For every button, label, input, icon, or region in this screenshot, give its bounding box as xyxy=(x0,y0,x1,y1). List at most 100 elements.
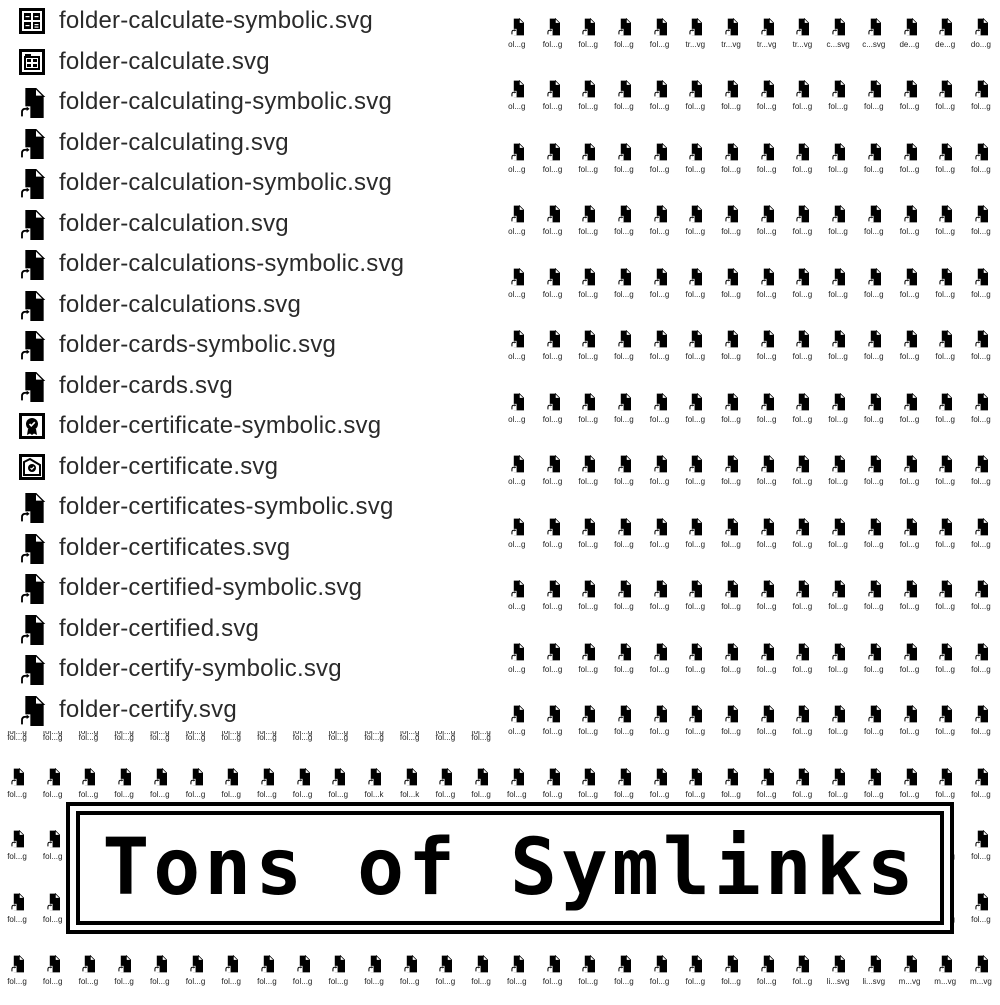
grid-file-item[interactable]: fol...g xyxy=(536,267,570,318)
file-list-item[interactable]: folder-certify.svg xyxy=(0,691,500,731)
grid-file-item[interactable]: fol...g xyxy=(536,392,570,443)
grid-file-item[interactable]: ol...g xyxy=(500,642,534,693)
grid-file-item[interactable]: fol...g xyxy=(821,767,855,818)
grid-file-item[interactable]: fol...g xyxy=(928,79,962,130)
grid-file-item[interactable]: fol...g xyxy=(964,767,998,818)
grid-file-item[interactable]: fol...g xyxy=(750,579,784,630)
file-list-item[interactable]: folder-calculation-symbolic.svg xyxy=(0,164,500,204)
grid-file-item[interactable]: fol...g xyxy=(536,17,570,68)
grid-file-item[interactable]: fol...g xyxy=(785,454,819,505)
grid-file-item[interactable]: fol...g xyxy=(607,704,641,755)
grid-file-item[interactable]: fol...g xyxy=(678,267,712,318)
grid-file-item[interactable]: ol...g xyxy=(500,267,534,318)
grid-file-item[interactable]: fol...g xyxy=(785,79,819,130)
grid-file-item[interactable]: ol...g xyxy=(500,579,534,630)
grid-file-item[interactable]: fol...g xyxy=(143,954,177,1005)
grid-file-item[interactable]: fol...g xyxy=(107,954,141,1005)
grid-file-item[interactable]: fol...g xyxy=(821,642,855,693)
grid-file-item[interactable]: fol...g xyxy=(643,142,677,193)
grid-file-item[interactable]: fol...g xyxy=(821,579,855,630)
grid-file-item[interactable]: fol...g xyxy=(286,954,320,1005)
grid-file-item[interactable]: fol...g xyxy=(214,954,248,1005)
grid-file-item[interactable]: fol...g xyxy=(500,767,534,818)
grid-file-item[interactable]: fol...g xyxy=(571,954,605,1005)
grid-file-item[interactable]: fol...g xyxy=(0,892,34,943)
grid-file-item[interactable]: fol...g xyxy=(857,642,891,693)
grid-file-item[interactable]: fol...g xyxy=(964,517,998,568)
grid-file-item[interactable]: fol...g xyxy=(785,579,819,630)
grid-file-item[interactable]: fol...g xyxy=(643,329,677,380)
grid-file-item[interactable]: fol...g xyxy=(857,329,891,380)
grid-file-item[interactable]: fol...g xyxy=(821,267,855,318)
grid-file-item[interactable]: fol...g xyxy=(893,79,927,130)
grid-file-item[interactable]: fol...g xyxy=(928,392,962,443)
grid-file-item[interactable]: fol...g xyxy=(821,79,855,130)
grid-file-item[interactable]: fol...g xyxy=(571,642,605,693)
grid-file-item[interactable]: fol...g xyxy=(607,267,641,318)
grid-file-item[interactable]: fol...g xyxy=(964,642,998,693)
grid-file-item[interactable]: fol...g xyxy=(536,954,570,1005)
grid-file-item[interactable]: fol...g xyxy=(571,79,605,130)
grid-file-item[interactable]: m...vg xyxy=(964,954,998,1005)
grid-file-item[interactable]: fol...g xyxy=(464,954,498,1005)
grid-file-item[interactable]: fol...g xyxy=(893,267,927,318)
grid-file-item[interactable]: ol...g xyxy=(500,329,534,380)
grid-file-item[interactable]: fol...g xyxy=(750,392,784,443)
grid-file-item[interactable]: fol...g xyxy=(928,204,962,255)
grid-file-item[interactable]: fol...g xyxy=(643,704,677,755)
grid-file-item[interactable]: c...svg xyxy=(857,17,891,68)
grid-file-item[interactable]: fol...g xyxy=(785,517,819,568)
grid-file-item[interactable]: fol...g xyxy=(643,517,677,568)
grid-file-item[interactable]: fol...g xyxy=(928,142,962,193)
grid-file-item[interactable]: fol...g xyxy=(857,79,891,130)
grid-file-item[interactable]: fol...g xyxy=(143,767,177,818)
grid-file-item[interactable]: fol...g xyxy=(678,767,712,818)
grid-file-item[interactable]: fol...g xyxy=(893,517,927,568)
file-list-item[interactable]: folder-cards.svg xyxy=(0,367,500,407)
grid-file-item[interactable]: fol...g xyxy=(571,704,605,755)
grid-file-item[interactable]: fol...g xyxy=(678,142,712,193)
grid-file-item[interactable]: fol...g xyxy=(857,767,891,818)
grid-file-item[interactable]: tr...vg xyxy=(785,17,819,68)
grid-file-item[interactable]: fol...g xyxy=(893,767,927,818)
grid-file-item[interactable]: fol...g xyxy=(71,954,105,1005)
grid-file-item[interactable]: fol...g xyxy=(857,392,891,443)
grid-file-item[interactable]: fol...g xyxy=(893,454,927,505)
grid-file-item[interactable]: fol...g xyxy=(964,704,998,755)
grid-file-item[interactable]: fol...g xyxy=(893,392,927,443)
grid-file-item[interactable]: fol...g xyxy=(428,954,462,1005)
grid-file-item[interactable]: de...g xyxy=(928,17,962,68)
grid-file-item[interactable]: fol...g xyxy=(536,329,570,380)
grid-file-item[interactable]: fol...g xyxy=(536,517,570,568)
grid-file-item[interactable]: fol...g xyxy=(857,267,891,318)
grid-file-item[interactable]: fol...g xyxy=(928,642,962,693)
grid-file-item[interactable]: c...svg xyxy=(821,17,855,68)
file-list-item[interactable]: folder-certify-symbolic.svg xyxy=(0,650,500,690)
file-list-item[interactable]: folder-calculating.svg xyxy=(0,124,500,164)
grid-file-item[interactable]: fol...g xyxy=(0,767,34,818)
grid-file-item[interactable]: fol...g xyxy=(928,704,962,755)
grid-file-item[interactable]: fol...g xyxy=(36,829,70,880)
grid-file-item[interactable]: fol...g xyxy=(928,454,962,505)
grid-file-item[interactable]: ol...g xyxy=(500,454,534,505)
grid-file-item[interactable]: fol...g xyxy=(821,517,855,568)
grid-file-item[interactable]: fol...g xyxy=(536,142,570,193)
file-list-item[interactable]: folder-cards-symbolic.svg xyxy=(0,326,500,366)
grid-file-item[interactable]: fol...k xyxy=(393,767,427,818)
grid-file-item[interactable]: fol...g xyxy=(750,142,784,193)
grid-file-item[interactable]: fol...g xyxy=(321,767,355,818)
grid-file-item[interactable]: fol...g xyxy=(928,329,962,380)
grid-file-item[interactable]: fol...g xyxy=(857,704,891,755)
grid-file-item[interactable]: fol...g xyxy=(643,767,677,818)
grid-file-item[interactable]: m...vg xyxy=(893,954,927,1005)
grid-file-item[interactable]: fol...g xyxy=(678,392,712,443)
grid-file-item[interactable]: fol...g xyxy=(893,579,927,630)
grid-file-item[interactable]: fol...g xyxy=(678,954,712,1005)
grid-file-item[interactable]: fol...g xyxy=(286,767,320,818)
grid-file-item[interactable]: fol...g xyxy=(785,767,819,818)
grid-file-item[interactable]: fol...g xyxy=(643,204,677,255)
grid-file-item[interactable]: fol...g xyxy=(964,892,998,943)
grid-file-item[interactable]: fol...g xyxy=(107,767,141,818)
grid-file-item[interactable]: fol...g xyxy=(750,704,784,755)
grid-file-item[interactable]: fol...g xyxy=(607,17,641,68)
